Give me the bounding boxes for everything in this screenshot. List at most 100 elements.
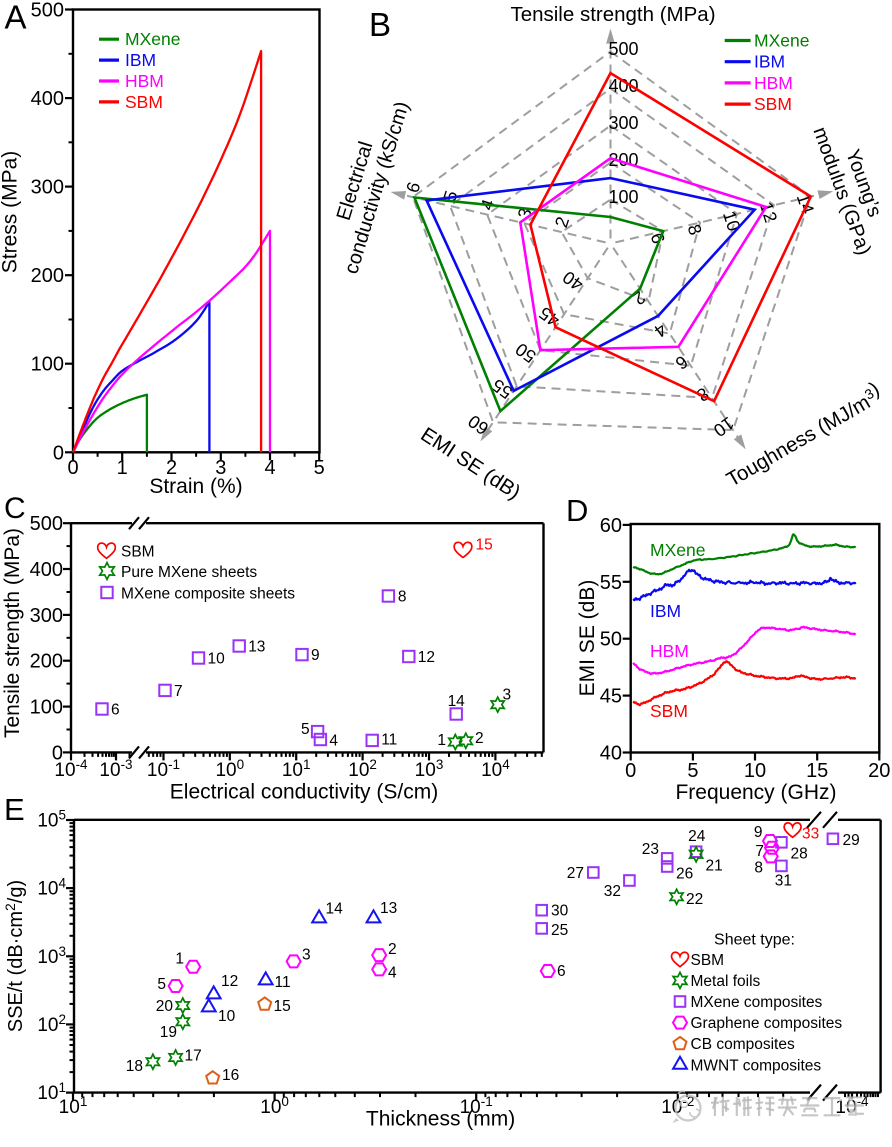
- svg-text:24: 24: [688, 828, 706, 845]
- svg-text:50: 50: [600, 629, 622, 651]
- svg-text:0: 0: [67, 457, 78, 479]
- svg-text:Frequency (GHz): Frequency (GHz): [675, 781, 836, 804]
- svg-text:13: 13: [248, 639, 265, 656]
- svg-text:2: 2: [166, 457, 177, 479]
- svg-text:28: 28: [791, 846, 808, 863]
- svg-text:2: 2: [388, 941, 397, 958]
- svg-text:60: 60: [600, 515, 622, 537]
- svg-text:11: 11: [275, 974, 291, 991]
- svg-text:104: 104: [481, 757, 510, 781]
- svg-text:SBM: SBM: [121, 544, 155, 561]
- svg-text:13: 13: [380, 900, 397, 917]
- svg-text:IBM: IBM: [754, 52, 785, 72]
- svg-text:33: 33: [802, 826, 819, 843]
- svg-text:10: 10: [744, 760, 766, 782]
- svg-text:10: 10: [218, 1008, 236, 1025]
- svg-text:Electrical conductivity (S/cm): Electrical conductivity (S/cm): [170, 781, 438, 804]
- svg-text:12: 12: [221, 973, 238, 990]
- svg-text:0: 0: [53, 442, 64, 464]
- svg-text:Thickness (mm): Thickness (mm): [366, 1108, 515, 1131]
- svg-text:EMI SE (dB): EMI SE (dB): [576, 580, 599, 697]
- svg-text:3: 3: [302, 947, 311, 964]
- svg-text:100: 100: [30, 697, 63, 719]
- svg-text:MXene: MXene: [650, 540, 705, 560]
- svg-text:HBM: HBM: [754, 73, 793, 93]
- svg-text:200: 200: [31, 265, 64, 287]
- svg-text:5: 5: [687, 760, 698, 782]
- svg-text:100: 100: [31, 354, 64, 376]
- svg-text:40: 40: [600, 743, 622, 765]
- svg-text:D: D: [566, 493, 588, 528]
- svg-text:0: 0: [625, 760, 636, 782]
- svg-text:21: 21: [706, 858, 723, 875]
- svg-text:MXene: MXene: [754, 31, 809, 51]
- svg-text:12: 12: [418, 649, 435, 666]
- svg-text:6: 6: [557, 963, 566, 980]
- svg-text:27: 27: [567, 865, 584, 882]
- svg-text:5: 5: [157, 976, 166, 993]
- svg-text:Tensile strength (MPa): Tensile strength (MPa): [1, 528, 24, 738]
- svg-text:5: 5: [301, 721, 310, 738]
- svg-text:3: 3: [215, 457, 226, 479]
- svg-text:29: 29: [843, 832, 860, 849]
- svg-text:E: E: [4, 792, 25, 827]
- svg-text:1: 1: [175, 951, 184, 968]
- svg-text:400: 400: [30, 559, 63, 581]
- svg-text:300: 300: [31, 177, 64, 199]
- svg-text:22: 22: [686, 891, 703, 908]
- svg-text:SSE/t (dB·cm2/g): SSE/t (dB·cm2/g): [2, 880, 27, 1032]
- svg-text:17: 17: [185, 1048, 202, 1065]
- svg-text:4: 4: [329, 733, 338, 750]
- svg-text:16: 16: [222, 1067, 239, 1084]
- svg-text:HBM: HBM: [650, 641, 689, 661]
- svg-text:1: 1: [117, 457, 128, 479]
- svg-text:A: A: [5, 0, 27, 36]
- svg-text:31: 31: [775, 873, 792, 890]
- svg-text:MXene: MXene: [125, 29, 180, 49]
- svg-text:Sheet type:: Sheet type:: [714, 932, 795, 949]
- svg-text:100: 100: [608, 187, 638, 207]
- svg-text:10: 10: [208, 651, 226, 668]
- svg-text:5: 5: [314, 457, 325, 479]
- svg-text:6: 6: [111, 702, 120, 719]
- svg-text:MWNT composites: MWNT composites: [691, 1057, 822, 1074]
- svg-text:Metal foils: Metal foils: [691, 973, 761, 990]
- svg-text:4: 4: [264, 457, 275, 479]
- svg-text:19: 19: [160, 1024, 177, 1041]
- svg-text:300: 300: [30, 605, 63, 627]
- svg-text:MXene composite sheets: MXene composite sheets: [121, 586, 295, 603]
- svg-text:45: 45: [600, 686, 622, 708]
- svg-text:23: 23: [642, 841, 659, 858]
- svg-text:4: 4: [388, 965, 397, 982]
- svg-text:1: 1: [437, 732, 446, 749]
- svg-text:B: B: [369, 6, 391, 43]
- svg-text:SBM: SBM: [125, 92, 163, 112]
- svg-text:7: 7: [755, 843, 764, 860]
- svg-text:400: 400: [31, 88, 64, 110]
- svg-text:500: 500: [608, 39, 638, 59]
- svg-text:15: 15: [274, 998, 291, 1015]
- svg-text:8: 8: [398, 589, 407, 606]
- svg-text:14: 14: [326, 901, 344, 918]
- svg-text:11: 11: [381, 731, 397, 748]
- svg-text:25: 25: [551, 922, 568, 939]
- svg-text:7: 7: [174, 683, 183, 700]
- svg-text:Pure MXene sheets: Pure MXene sheets: [121, 564, 257, 581]
- svg-text:20: 20: [868, 760, 890, 782]
- svg-text:400: 400: [608, 76, 638, 96]
- svg-text:Graphene composites: Graphene composites: [691, 1015, 843, 1032]
- svg-text:SBM: SBM: [650, 701, 688, 721]
- svg-text:SBM: SBM: [691, 952, 725, 969]
- svg-text:3: 3: [503, 687, 512, 704]
- svg-text:MXene composites: MXene composites: [691, 994, 823, 1011]
- svg-text:20: 20: [156, 998, 174, 1015]
- svg-text:500: 500: [30, 513, 63, 535]
- svg-text:9: 9: [311, 647, 320, 664]
- svg-text:15: 15: [806, 760, 828, 782]
- svg-text:0: 0: [52, 742, 63, 764]
- svg-text:IBM: IBM: [125, 50, 156, 70]
- svg-text:32: 32: [604, 883, 621, 900]
- svg-text:Strain (%): Strain (%): [149, 475, 242, 498]
- svg-text:200: 200: [30, 651, 63, 673]
- svg-text:500: 500: [31, 0, 64, 22]
